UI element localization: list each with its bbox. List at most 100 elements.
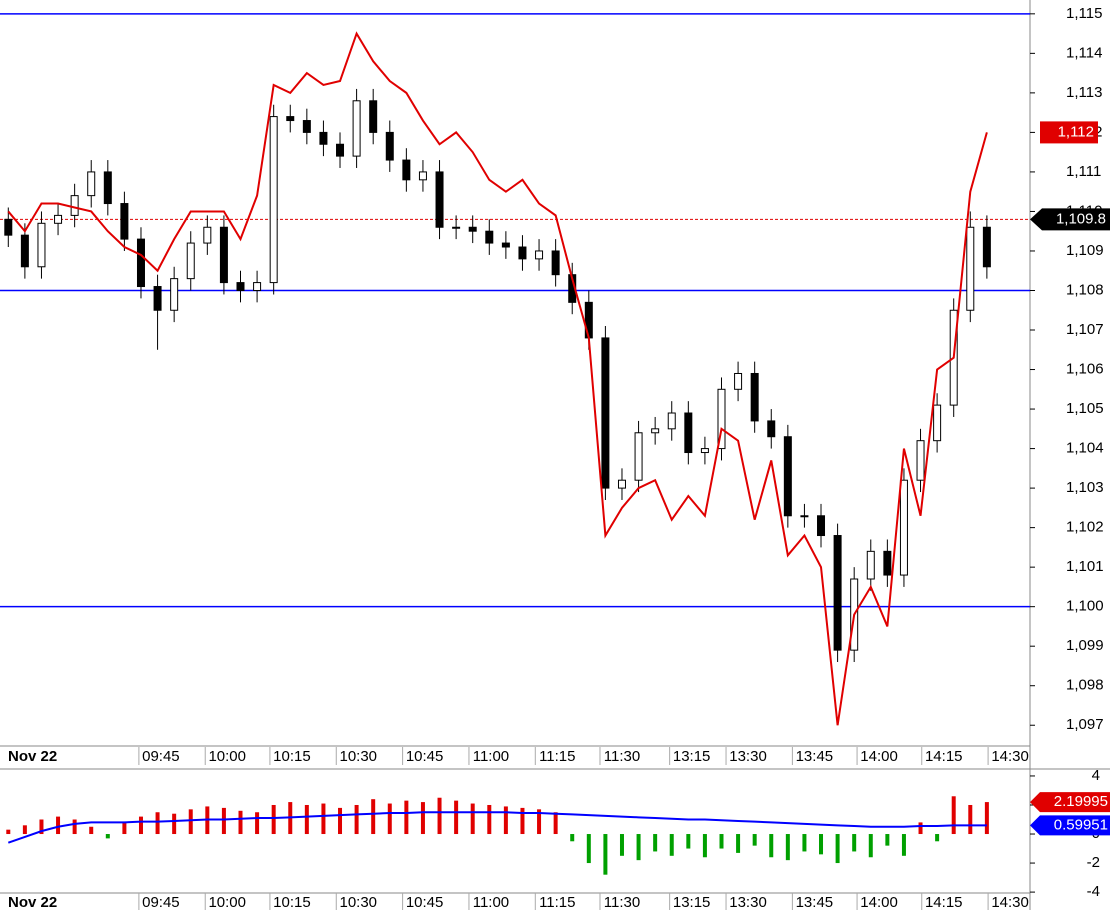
y-tick-label: 1,106 <box>1066 361 1104 378</box>
x-tick-label: 10:00 <box>208 748 246 765</box>
x-tick-label: 11:00 <box>473 894 509 910</box>
x-tick-label: 11:15 <box>539 748 575 765</box>
histogram-bar <box>354 804 359 835</box>
histogram-bar <box>719 834 724 849</box>
histogram-bar <box>304 804 309 835</box>
histogram-bar <box>404 800 409 835</box>
histogram-bar <box>105 834 110 839</box>
histogram-bar <box>868 834 873 858</box>
y-tick-label: 1,107 <box>1066 321 1104 338</box>
candle-body <box>286 116 295 122</box>
y-tick-label: 4 <box>1092 767 1100 784</box>
candle-body <box>4 218 13 236</box>
y-tick-label: 1,098 <box>1066 677 1104 694</box>
y-tick-label: 1,115 <box>1066 5 1102 22</box>
y-tick-label: 1,113 <box>1066 84 1102 101</box>
candle-body <box>817 515 826 537</box>
histogram-bar <box>56 816 61 835</box>
candle-body <box>37 222 46 268</box>
candle-body <box>833 535 842 651</box>
histogram-bar <box>22 825 27 835</box>
histogram-bar <box>653 834 658 852</box>
x-tick-label: 13:15 <box>673 894 711 910</box>
price-marker <box>1040 121 1098 144</box>
x-tick-label: 13:15 <box>673 748 711 765</box>
histogram-bar <box>802 834 807 852</box>
histogram-bar <box>72 819 77 835</box>
x-tick-label: 14:00 <box>860 894 898 910</box>
candle-body <box>54 214 63 224</box>
value-marker-label: 0.59951 <box>1054 816 1108 833</box>
y-tick-label: 1,099 <box>1066 637 1104 654</box>
candle-body <box>485 230 494 244</box>
histogram-bar <box>752 834 757 846</box>
x-tick-label: 10:30 <box>339 748 377 765</box>
histogram-bar <box>238 810 243 835</box>
candle-body <box>667 412 676 430</box>
histogram-bar <box>603 834 608 875</box>
candle-body <box>717 388 726 450</box>
candle-body <box>120 203 129 240</box>
histogram-bar <box>570 834 575 842</box>
x-tick-label: 14:15 <box>925 748 963 765</box>
histogram-bar <box>819 834 824 855</box>
x-tick-label: 11:30 <box>604 894 640 910</box>
histogram-bar <box>736 834 741 853</box>
candle-body <box>767 420 776 438</box>
histogram-bar <box>487 804 492 835</box>
y-tick-label: 1,097 <box>1066 716 1104 733</box>
histogram-bar <box>852 834 857 852</box>
candle-body <box>20 234 29 268</box>
x-tick-label: 09:45 <box>142 894 180 910</box>
candle-body <box>883 550 892 576</box>
candle-body <box>336 143 345 157</box>
candle-body <box>916 440 925 481</box>
histogram-bar <box>686 834 691 849</box>
histogram-bar <box>338 807 343 835</box>
histogram-bar <box>885 834 890 846</box>
candle-body <box>236 282 245 291</box>
candle-body <box>452 226 461 229</box>
x-tick-label: 10:30 <box>339 894 377 910</box>
x-tick-label: 10:15 <box>273 748 311 765</box>
y-tick-label: 1,109 <box>1066 242 1104 259</box>
candle-body <box>70 195 79 216</box>
y-tick-label: 1,103 <box>1066 479 1104 496</box>
x-tick-label: 13:45 <box>796 748 834 765</box>
histogram-bar <box>785 834 790 861</box>
candle-body <box>783 436 792 517</box>
candle-body <box>369 100 378 133</box>
value-marker <box>1030 815 1110 836</box>
x-tick-label: 11:30 <box>604 748 640 765</box>
histogram-bar <box>537 809 542 835</box>
candle-body <box>617 479 626 489</box>
histogram-bar <box>437 797 442 835</box>
histogram-bar <box>984 802 989 835</box>
y-tick-label: 1,111 <box>1066 163 1101 180</box>
y-tick-label: -2 <box>1087 854 1100 871</box>
x-tick-label: 10:15 <box>273 894 311 910</box>
histogram-bar <box>520 807 525 835</box>
histogram-bar <box>89 826 94 835</box>
y-tick-label: 1,105 <box>1066 400 1104 417</box>
histogram-bar <box>669 834 674 856</box>
candle-body <box>402 159 411 181</box>
x-tick-label: 11:15 <box>539 894 575 910</box>
y-tick-label: 1,114 <box>1066 44 1102 61</box>
histogram-bar <box>387 803 392 835</box>
x-tick-label: 09:45 <box>142 748 180 765</box>
histogram-bar <box>636 834 641 861</box>
histogram-bar <box>835 834 840 864</box>
price-marker <box>1030 208 1110 231</box>
histogram-bar <box>586 834 591 864</box>
price-line <box>7 31 988 726</box>
y-tick-label: 1,108 <box>1066 281 1104 298</box>
candle-body <box>651 428 660 434</box>
x-tick-label: 13:30 <box>729 748 767 765</box>
x-tick-label: 14:00 <box>860 748 898 765</box>
y-tick-label: 1,101 <box>1066 558 1104 575</box>
histogram-bar <box>255 812 260 835</box>
histogram-bar <box>769 834 774 858</box>
y-tick-label: 1,100 <box>1066 598 1104 615</box>
x-tick-label: 13:45 <box>796 894 834 910</box>
